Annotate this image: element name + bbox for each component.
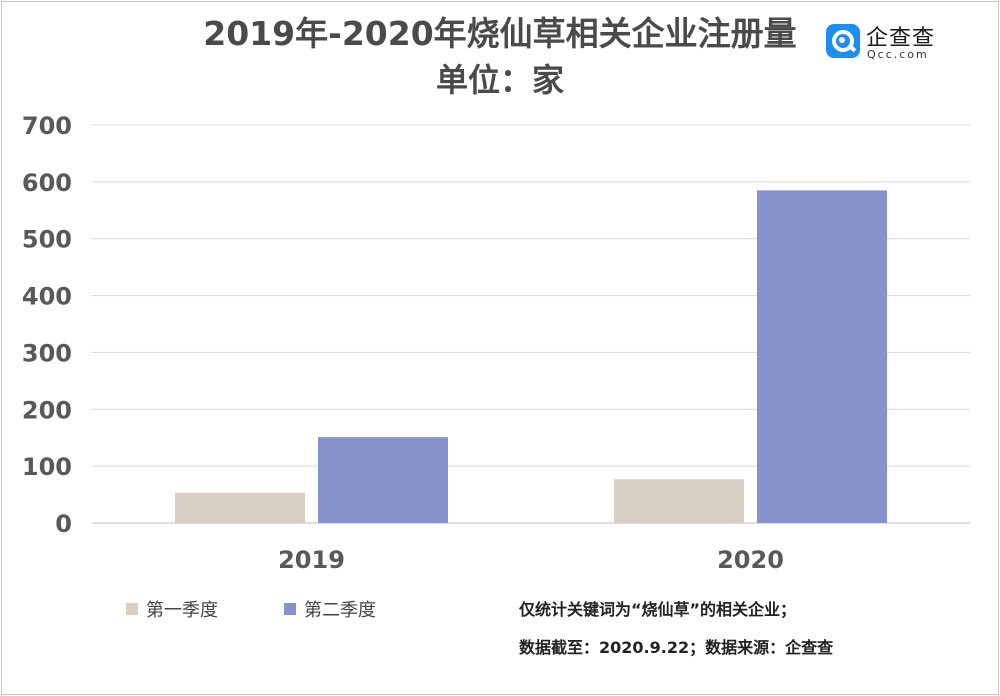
- note-keyword: 仅统计关键词为“烧仙草”的相关企业；: [519, 600, 797, 619]
- y-tick-label: 500: [22, 226, 72, 254]
- bar-2020-q2: [757, 190, 887, 523]
- qcc-logo: 企查查 Qcc.com: [826, 20, 946, 64]
- x-tick-label: 2020: [717, 546, 784, 574]
- y-tick-label: 0: [55, 510, 72, 538]
- y-tick-label: 200: [22, 396, 72, 424]
- legend-item-q1: 第一季度: [126, 596, 218, 622]
- y-tick-label: 300: [22, 339, 72, 367]
- y-tick-label: 400: [22, 283, 72, 311]
- y-tick-label: 700: [22, 112, 72, 140]
- x-tick-label: 2019: [278, 546, 345, 574]
- y-tick-label: 100: [22, 453, 72, 481]
- legend-item-q2: 第二季度: [284, 596, 376, 622]
- y-tick-label: 600: [22, 169, 72, 197]
- qcc-logo-icon: [826, 24, 860, 58]
- chart-subtitle: 单位：家: [435, 61, 564, 99]
- legend-swatch-q2: [284, 603, 296, 615]
- bar-2020-q1: [614, 479, 744, 523]
- bar-2019-q1: [175, 492, 305, 523]
- bar-2019-q2: [318, 437, 448, 523]
- logo-name: 企查查: [866, 26, 936, 51]
- note-source: 数据截至：2020.9.22；数据来源：企查查: [519, 638, 834, 657]
- chart-title: 2019年-2020年烧仙草相关企业注册量: [203, 14, 797, 53]
- logo-url: Qcc.com: [867, 48, 929, 61]
- legend-label-q1: 第一季度: [146, 600, 218, 621]
- legend-swatch-q1: [126, 603, 138, 615]
- legend-label-q2: 第二季度: [304, 600, 376, 621]
